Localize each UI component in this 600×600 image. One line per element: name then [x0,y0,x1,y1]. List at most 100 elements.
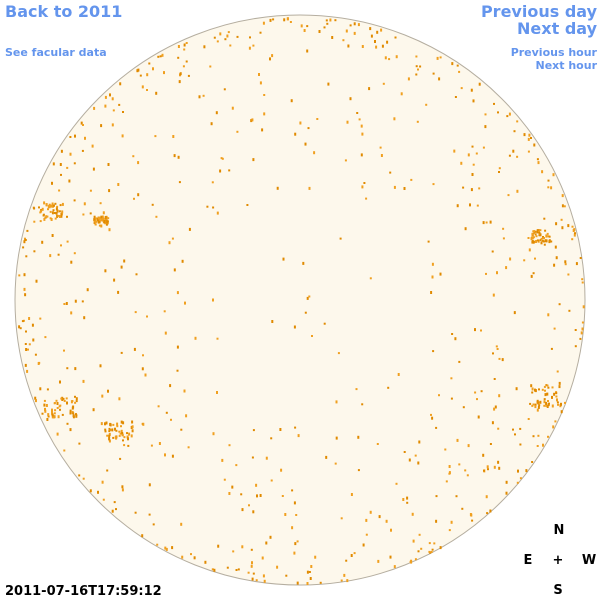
facula [23,273,26,277]
facula [50,218,53,221]
facula [251,561,253,565]
facula [436,56,439,60]
facula [38,206,40,209]
facula [104,95,107,99]
facula [519,427,522,430]
facula [454,96,457,98]
facula [548,239,551,242]
facula [450,377,453,380]
facula [415,73,418,76]
next-hour-link[interactable]: Next hour [536,59,598,72]
facula [213,568,216,572]
facula [571,225,574,228]
previous-hour-link[interactable]: Previous hour [511,46,598,59]
facula [68,179,71,183]
facula [210,122,213,126]
facula [282,257,285,261]
facula [93,106,96,110]
facula [60,397,63,400]
facula [227,31,230,34]
facula [255,579,258,582]
facula [97,216,100,220]
facula [60,213,63,216]
facula [291,489,294,492]
facula [101,480,104,484]
facula [543,385,546,388]
facula [439,272,442,276]
facula [581,327,584,331]
facula [281,495,284,497]
facula [376,30,379,34]
facula [486,512,489,515]
facula [56,432,59,436]
facula [217,544,220,548]
facula [150,444,153,447]
next-day-link[interactable]: Next day [517,19,598,38]
facular-link[interactable]: See facular data [5,46,107,59]
facula [470,88,473,92]
back-link[interactable]: Back to 2011 [5,2,122,21]
facula [120,425,122,428]
previous-day-link[interactable]: Previous day [481,2,598,21]
facula [55,211,58,215]
facula [485,495,488,499]
facula [61,413,64,416]
facula [581,281,584,284]
facula [411,512,414,516]
facula [180,522,183,526]
facula [43,201,46,205]
facula [213,36,216,39]
facula [122,111,124,113]
facula [73,199,76,202]
facula [346,579,349,583]
facula [24,343,27,345]
facula [34,353,37,356]
facula [430,291,433,294]
compass-west: W [582,553,596,568]
facula [120,429,123,433]
facula [220,157,223,160]
facula [198,95,201,99]
facula [553,263,556,267]
facula [303,29,306,32]
facula [294,426,297,429]
facula [362,543,365,547]
facula [347,44,350,48]
facula [395,55,398,59]
facula [270,479,273,482]
facula [23,287,26,291]
facula [100,422,103,426]
facula [240,493,243,496]
facula [157,405,160,408]
facula [60,149,63,153]
facula [502,227,505,230]
facula [46,215,49,218]
facula [185,42,188,44]
facula [505,266,508,270]
facula [451,62,454,66]
facula [60,173,62,176]
facula [62,397,65,400]
facula [183,389,186,393]
facula [104,216,107,219]
facula [418,440,421,444]
facula [516,155,519,158]
facula [304,142,307,146]
facula [580,331,583,335]
facula [250,564,253,568]
facula [546,232,549,235]
facula [141,534,144,538]
facula [431,416,434,420]
facula [291,526,294,530]
facula [435,495,438,498]
facula [39,387,42,391]
facula [212,298,214,302]
facula [51,202,54,206]
facula [102,498,105,501]
facula [385,519,388,523]
facula [531,461,534,463]
facula [415,65,418,68]
facula [176,369,179,372]
facula [306,296,309,300]
facula [492,352,494,355]
